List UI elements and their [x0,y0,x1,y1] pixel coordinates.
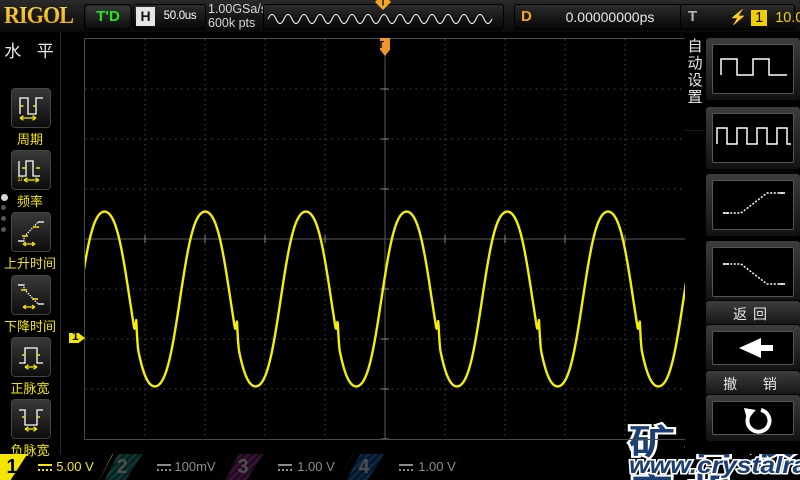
svg-text:1/: 1/ [17,176,23,183]
svg-text:T: T [380,0,386,8]
